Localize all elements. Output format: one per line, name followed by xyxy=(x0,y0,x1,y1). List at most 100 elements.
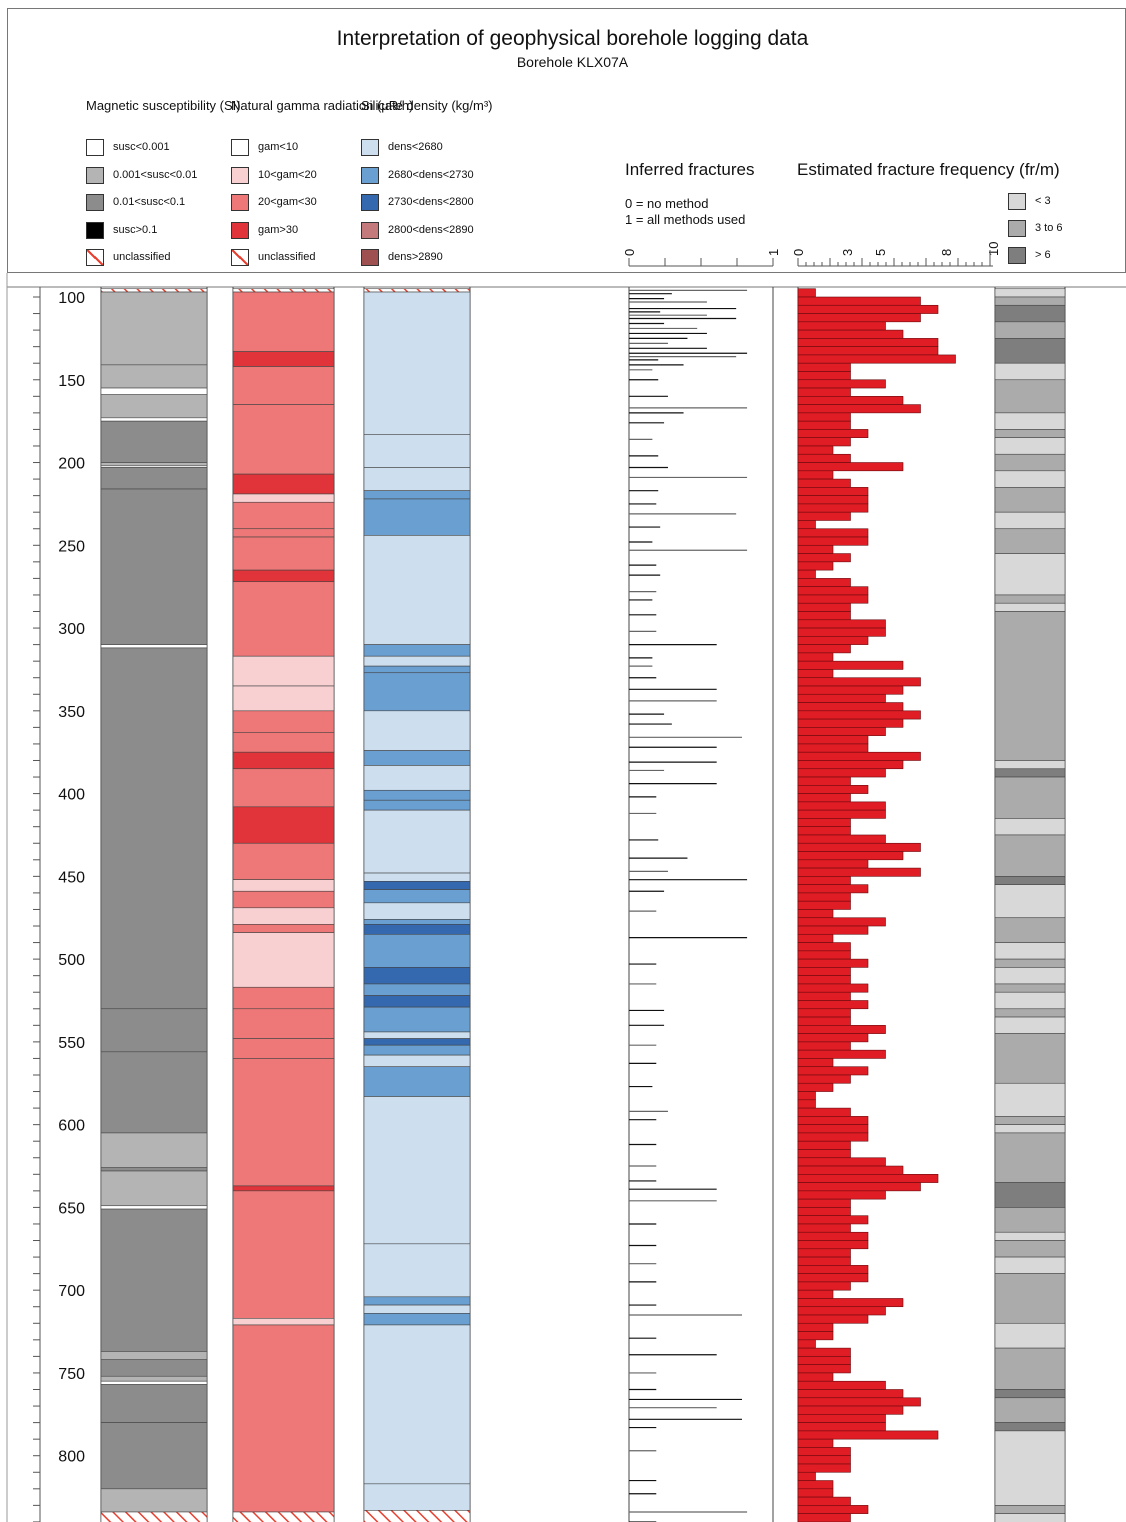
freq-band-track-interval xyxy=(994,1389,1066,1399)
fracture-frequency-bar xyxy=(797,958,869,968)
dens-track-interval xyxy=(363,919,471,925)
fracture-frequency-bar xyxy=(797,909,834,919)
dens-track-interval xyxy=(363,1243,471,1298)
fracture-frequency-bar xyxy=(797,1074,851,1084)
fracture-frequency-bar xyxy=(797,1058,834,1068)
dens-track-interval xyxy=(363,1054,471,1068)
fracture-frequency-bar xyxy=(797,1463,851,1473)
freq-band-track-interval xyxy=(994,1505,1066,1514)
legend-gam-label: 10<gam<20 xyxy=(258,168,317,181)
dens-track-interval xyxy=(363,765,471,791)
gam-track-interval xyxy=(232,907,335,925)
susc-track-interval xyxy=(100,1167,208,1172)
fracture-frequency-bar xyxy=(797,685,904,695)
fracture-frequency-bar xyxy=(797,602,851,612)
fracture-frequency-bar xyxy=(797,1430,939,1440)
fracture-frequency-bar xyxy=(797,991,851,1001)
fracture-frequency-bar xyxy=(797,718,904,728)
gam-track-interval xyxy=(232,351,335,367)
susc-track-interval xyxy=(100,387,208,395)
legend-freq-swatch xyxy=(1008,220,1026,237)
legend-dens-label: dens<2680 xyxy=(388,141,443,153)
fracture-frequency-bar xyxy=(797,760,904,770)
gam-track-interval xyxy=(232,768,335,808)
dens-track-interval xyxy=(363,809,471,874)
fracture-frequency-bar xyxy=(797,801,886,811)
legend-title-susc: Magnetic susceptibility (SI) xyxy=(86,98,241,113)
freq-band-track-interval xyxy=(994,304,1066,323)
freq-band-track-interval xyxy=(994,1033,1066,1084)
fracture-frequency-bar xyxy=(797,338,939,347)
gam-track-interval xyxy=(232,842,335,880)
dens-track-interval xyxy=(363,1296,471,1306)
legend-susc-swatch xyxy=(86,139,104,156)
fracture-frequency-bar xyxy=(797,387,851,397)
legend-dens-label: 2800<dens<2890 xyxy=(388,223,474,236)
gam-track-interval xyxy=(232,986,335,1010)
legend-dens-swatch xyxy=(361,166,379,184)
fracture-frequency-bar xyxy=(797,288,816,298)
fracture-frequency-bar xyxy=(797,785,869,794)
fracture-frequency-bar xyxy=(797,1397,921,1407)
fracture-frequency-bar xyxy=(797,1306,886,1316)
fracture-frequency-bar xyxy=(797,487,869,496)
fracture-frequency-bar xyxy=(797,876,851,885)
fracture-frequency-bar xyxy=(797,702,904,712)
freq-band-track-interval xyxy=(994,760,1066,770)
legend-gam-label: gam>30 xyxy=(258,223,299,236)
fracture-frequency-bar xyxy=(797,346,939,356)
gam-track-interval xyxy=(232,685,335,712)
depth-tick-label: 750 xyxy=(58,1366,85,1383)
freq-band-track-interval xyxy=(994,876,1066,885)
freq-axis-label: 5 xyxy=(873,249,888,256)
gam-track-interval xyxy=(232,291,335,352)
fracture-frequency-bar xyxy=(797,627,886,637)
susc-track-interval xyxy=(100,420,208,463)
fracture-frequency-bar xyxy=(797,1124,869,1134)
freq-band-track-interval xyxy=(994,1132,1066,1183)
freq-band-track-interval xyxy=(994,511,1066,530)
susc-track-interval xyxy=(100,1375,208,1382)
legend-susc-swatch xyxy=(86,249,104,266)
fracture-frequency-bar xyxy=(797,859,869,869)
fracture-frequency-bar xyxy=(797,462,904,472)
inferred-axis-label: 1 xyxy=(766,249,781,256)
fracture-frequency-bar xyxy=(797,1099,816,1109)
fracture-frequency-bar xyxy=(797,1231,869,1241)
dens-track-interval xyxy=(363,1483,471,1511)
freq-band-track-interval xyxy=(994,1430,1066,1506)
fracture-frequency-bar xyxy=(797,1140,851,1150)
legend-dens-label: 2730<dens<2800 xyxy=(388,196,474,208)
depth-tick-label: 600 xyxy=(58,1118,85,1135)
fracture-frequency-bar xyxy=(797,354,956,364)
fracture-frequency-bar xyxy=(797,1025,886,1034)
freq-band-track-interval xyxy=(994,1082,1066,1117)
fracture-frequency-bar xyxy=(797,1033,869,1043)
fracture-frequency-bar xyxy=(797,1480,834,1490)
fracture-frequency-bar xyxy=(797,1488,834,1498)
fracture-frequency-bar xyxy=(797,586,869,596)
susc-track-interval xyxy=(100,291,208,366)
freq-band-track-interval xyxy=(994,553,1066,596)
freq-band-track-interval xyxy=(994,288,1066,298)
gam-track-interval xyxy=(232,1318,335,1326)
gam-track-interval xyxy=(232,581,335,657)
fracture-frequency-bar xyxy=(797,437,851,447)
fracture-frequency-bar xyxy=(797,1016,851,1026)
freq-band-track-interval xyxy=(994,594,1066,604)
legend-gam-label: unclassified xyxy=(258,251,316,263)
fracture-frequency-bar xyxy=(797,569,816,579)
dens-track-interval xyxy=(363,1304,471,1314)
fracture-frequency-bar xyxy=(797,1182,921,1192)
dens-track-interval xyxy=(363,924,471,935)
fracture-frequency-bar xyxy=(797,768,886,778)
susc-track-interval xyxy=(100,462,208,467)
freq-band-track-interval xyxy=(994,1124,1066,1134)
freq-band-track-interval xyxy=(994,1273,1066,1324)
freq-band-track-interval xyxy=(994,611,1066,761)
fracture-frequency-bar xyxy=(797,544,834,554)
fracture-frequency-bar xyxy=(797,884,869,894)
freq-axis-label: 10 xyxy=(986,242,1001,256)
fracture-frequency-bar xyxy=(797,561,834,571)
